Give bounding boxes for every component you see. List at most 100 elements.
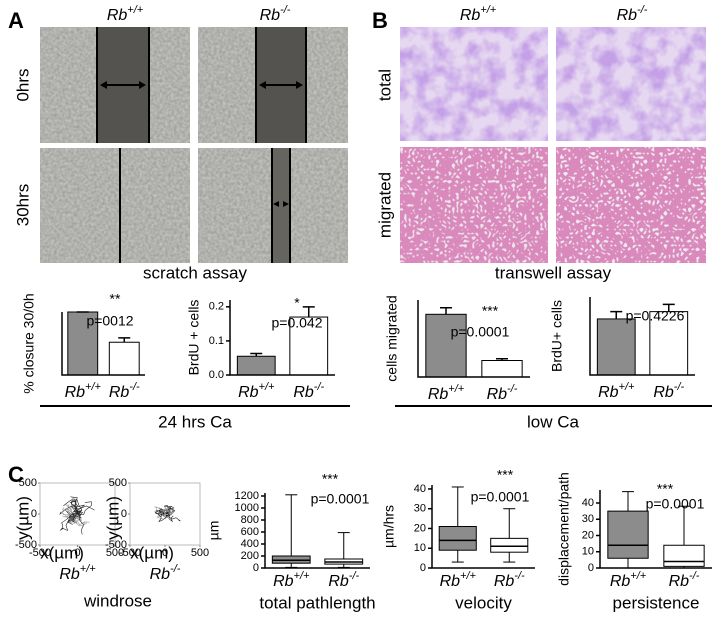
y-tick-label: 20 <box>582 529 594 541</box>
x-tick-label: 500 <box>106 547 124 559</box>
x-tick-label: Rb+/+ <box>273 570 310 590</box>
y-tick-label: 0 <box>420 562 426 574</box>
error-bar <box>302 306 315 318</box>
bar <box>236 355 276 376</box>
trajectory <box>155 510 169 517</box>
y-tick-label: 0 <box>588 562 594 574</box>
row-label: total <box>375 69 394 101</box>
x-tick-label: Rb-/- <box>669 570 700 590</box>
trajectory <box>71 500 78 515</box>
scratch-images <box>40 27 348 263</box>
annotation: p=0012 <box>86 313 133 329</box>
error-bar <box>250 352 263 357</box>
trajectory <box>162 506 168 515</box>
y-tick-label: 0 <box>253 562 259 574</box>
x-tick-label: Rb+/+ <box>238 381 275 401</box>
y-axis-label: cells migrated <box>384 295 400 381</box>
y-tick-label: 0.2 <box>209 301 224 313</box>
y-tick-label: 500 <box>109 477 127 489</box>
column-label: Rb+/+ <box>460 4 497 24</box>
column-label: Rb+/+ <box>107 4 144 24</box>
group-label: 24 hrs Ca <box>158 412 232 431</box>
trajectory <box>75 513 85 535</box>
trajectory <box>65 504 78 515</box>
y-tick-label: 1200 <box>235 490 259 502</box>
y-tick-label: 20 <box>414 522 426 534</box>
panel-label: A <box>8 8 24 33</box>
annotation: p=0.0001 <box>646 496 705 512</box>
trajectory <box>76 505 95 515</box>
caption: windrose <box>83 591 152 610</box>
row-label: 0hrs <box>13 68 32 101</box>
caption: transwell assay <box>495 263 612 282</box>
y-tick-label: 30 <box>414 503 426 515</box>
caption: total pathlength <box>259 593 375 612</box>
trajectory <box>158 513 168 522</box>
y-axis-label: displacement/path <box>556 472 572 586</box>
trajectory <box>161 511 173 516</box>
x-axis-label: x(µm) <box>40 543 84 562</box>
y-tick-label: 40 <box>414 483 426 495</box>
column-label: Rb-/- <box>617 4 648 24</box>
y-axis-label: % closure 30/0h <box>21 293 37 393</box>
y-tick-label: 0 <box>121 508 127 520</box>
annotation: *** <box>482 303 499 319</box>
caption: velocity <box>455 593 512 612</box>
x-tick-label: Rb-/- <box>487 383 518 403</box>
x-tick-label: -500 <box>119 547 141 559</box>
x-tick-label: Rb-/- <box>109 381 140 401</box>
trajectory <box>70 496 78 515</box>
x-tick-label: Rb+/+ <box>610 570 647 590</box>
box <box>607 510 649 559</box>
annotation: *** <box>497 467 514 483</box>
caption: Rb+/+ <box>59 563 96 583</box>
trajectory <box>63 499 83 515</box>
y-tick-label: -500 <box>15 539 37 551</box>
column-label: Rb-/- <box>260 4 291 24</box>
y-tick-label: 800 <box>241 514 259 526</box>
trajectory <box>61 513 78 531</box>
annotation: *** <box>657 481 674 497</box>
y-tick-label: -500 <box>105 539 127 551</box>
trajectory <box>155 509 166 515</box>
error-bar <box>610 310 623 319</box>
x-tick-label: -500 <box>29 547 51 559</box>
y-tick-label: 1000 <box>235 502 259 514</box>
y-tick-label: 0.0 <box>209 369 224 381</box>
y-tick-label: 30 <box>582 513 594 525</box>
y-tick-label: 200 <box>241 550 259 562</box>
y-tick-label: 10 <box>414 542 426 554</box>
annotation: p=0.4226 <box>626 308 685 324</box>
y-axis-label: y(µm) <box>103 496 122 540</box>
y-tick-label: 40 <box>582 497 594 509</box>
x-tick-label: Rb-/- <box>328 570 359 590</box>
annotation: p=0.0001 <box>451 324 510 340</box>
axis <box>589 297 695 376</box>
panel-label: C <box>8 462 24 487</box>
group-label: low Ca <box>527 412 580 431</box>
error-bar <box>496 357 508 361</box>
box <box>663 544 705 567</box>
trajectory <box>163 513 168 518</box>
axis <box>417 300 530 378</box>
annotation: p=0.0001 <box>311 491 370 507</box>
error-bar <box>662 303 675 312</box>
trajectory <box>164 513 181 522</box>
trajectory <box>67 513 78 523</box>
y-tick-label: 400 <box>241 538 259 550</box>
error-bar <box>440 306 452 315</box>
x-tick-label: 0 <box>74 547 80 559</box>
bar <box>67 311 99 376</box>
axis <box>61 312 145 376</box>
annotation: * <box>294 295 300 311</box>
x-tick-label: Rb-/- <box>293 381 324 401</box>
bar <box>649 311 689 376</box>
box <box>490 537 529 553</box>
annotation: *** <box>322 471 339 487</box>
x-tick-label: 0 <box>162 547 168 559</box>
row-label: migrated <box>375 172 394 238</box>
bar <box>108 341 140 376</box>
row-label: 30hrs <box>13 184 32 227</box>
trajectory <box>73 513 90 527</box>
panel-label: B <box>372 8 388 33</box>
